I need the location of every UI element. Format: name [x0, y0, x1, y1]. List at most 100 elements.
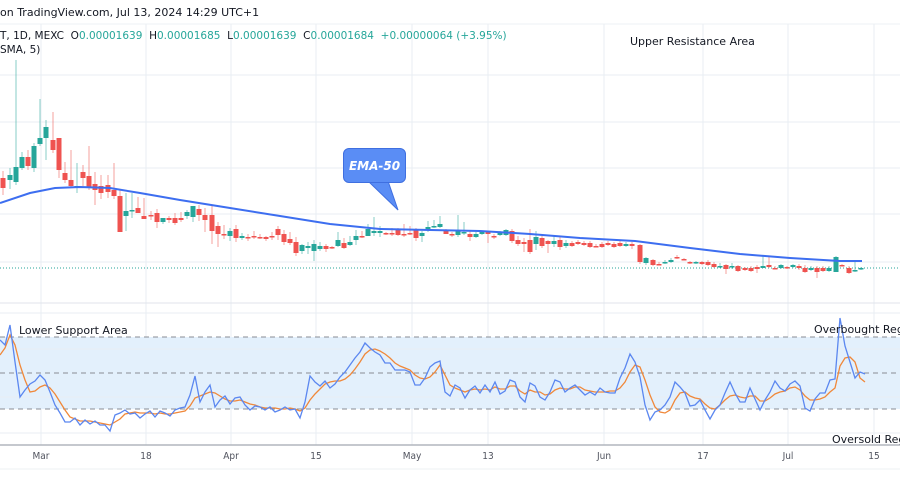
candle-body: [196, 209, 202, 215]
candle-body: [257, 237, 263, 239]
candle-body: [605, 243, 611, 245]
candle-body: [575, 242, 581, 244]
candle-body: [383, 233, 389, 235]
candle-body: [711, 264, 717, 267]
candle-body: [135, 208, 141, 213]
candle-body: [674, 257, 680, 259]
candle-body: [50, 140, 56, 150]
candle-body: [539, 238, 545, 246]
source-text: on TradingView.com, Jul 13, 2024 14:29 U…: [0, 6, 260, 19]
candle-body: [172, 218, 178, 223]
candle-body: [485, 232, 491, 234]
candle-body: [281, 234, 287, 242]
candle-body: [637, 245, 643, 262]
time-axis-label: 17: [697, 451, 709, 462]
time-axis-label: 13: [482, 451, 494, 462]
candle-body: [86, 176, 92, 188]
candle-body: [796, 266, 802, 268]
candle-body: [826, 268, 832, 271]
candle-body: [305, 246, 311, 248]
candle-body: [839, 265, 845, 267]
candle-body: [778, 265, 784, 268]
time-axis-label: Jun: [596, 451, 612, 462]
rsi-line: [0, 317, 866, 433]
candle-body: [251, 236, 257, 238]
candle-body: [111, 190, 117, 196]
time-axis-label: 15: [310, 451, 322, 462]
candle-body: [184, 212, 190, 216]
candle-body: [557, 240, 563, 247]
candle-body: [820, 268, 826, 271]
candle-body: [581, 243, 587, 245]
candle-body: [25, 157, 31, 166]
candle-body: [269, 236, 275, 238]
candle-body: [311, 244, 317, 251]
candle-body: [693, 262, 699, 264]
candle-body: [852, 270, 858, 272]
candle-body: [846, 268, 852, 273]
candle-body: [473, 234, 479, 237]
candle-body: [123, 211, 129, 216]
candle-body: [455, 230, 461, 235]
candle-body: [148, 215, 154, 217]
candle-body: [611, 244, 617, 247]
candle-body: [437, 224, 443, 227]
candle-body: [389, 233, 395, 235]
candle-body: [509, 231, 515, 241]
candle-body: [323, 246, 329, 249]
candle-body: [717, 266, 723, 268]
candle-body: [790, 265, 796, 267]
candle-body: [808, 268, 814, 270]
indicator-legend: SMA, 5): [0, 44, 41, 56]
candle-body: [190, 206, 196, 217]
candle-body: [742, 268, 748, 270]
lower-support-label: Lower Support Area: [19, 324, 128, 337]
candle-body: [443, 231, 449, 234]
candle-body: [341, 243, 347, 248]
candle-body: [497, 232, 503, 235]
candle-body: [233, 229, 239, 238]
candle-body: [0, 178, 6, 188]
candle-body: [419, 233, 425, 236]
candle-body: [687, 262, 693, 264]
candle-body: [365, 229, 371, 236]
overbought-label: Overbought Reg: [814, 323, 900, 336]
candle-body: [587, 243, 593, 247]
candle-body: [7, 175, 13, 180]
candle-body: [699, 262, 705, 264]
candle-body: [166, 218, 172, 220]
candle-body: [662, 262, 668, 264]
candle-body: [13, 167, 19, 182]
candle-body: [515, 240, 521, 244]
candle-body: [37, 138, 43, 144]
candle-body: [833, 257, 839, 272]
candle-body: [178, 218, 184, 220]
high-value: 0.00001685: [157, 30, 221, 42]
candle-body: [335, 240, 341, 246]
candle-body: [245, 237, 251, 239]
ema-callout: EMA-50: [343, 148, 406, 183]
ohlc-legend: T, 1D, MEXC O0.00001639 H0.00001685 L0.0…: [0, 30, 507, 42]
candle-body: [275, 229, 281, 235]
candle-body: [723, 265, 729, 269]
candle-body: [623, 244, 629, 246]
candle-body: [371, 231, 377, 233]
candle-body: [425, 227, 431, 230]
candle-body: [760, 266, 766, 268]
candle-body: [593, 246, 599, 248]
candle-body: [599, 244, 605, 247]
candle-body: [209, 215, 215, 231]
candle-body: [359, 236, 365, 238]
candle-body: [527, 240, 533, 252]
low-value: 0.00001639: [233, 30, 297, 42]
candle-body: [227, 231, 233, 236]
candle-body: [521, 242, 527, 244]
candle-body: [317, 246, 323, 249]
candle-body: [62, 173, 68, 180]
candle-body: [347, 242, 353, 245]
candle-body: [43, 127, 49, 138]
candle-body: [239, 236, 245, 238]
candle-body: [551, 241, 557, 244]
